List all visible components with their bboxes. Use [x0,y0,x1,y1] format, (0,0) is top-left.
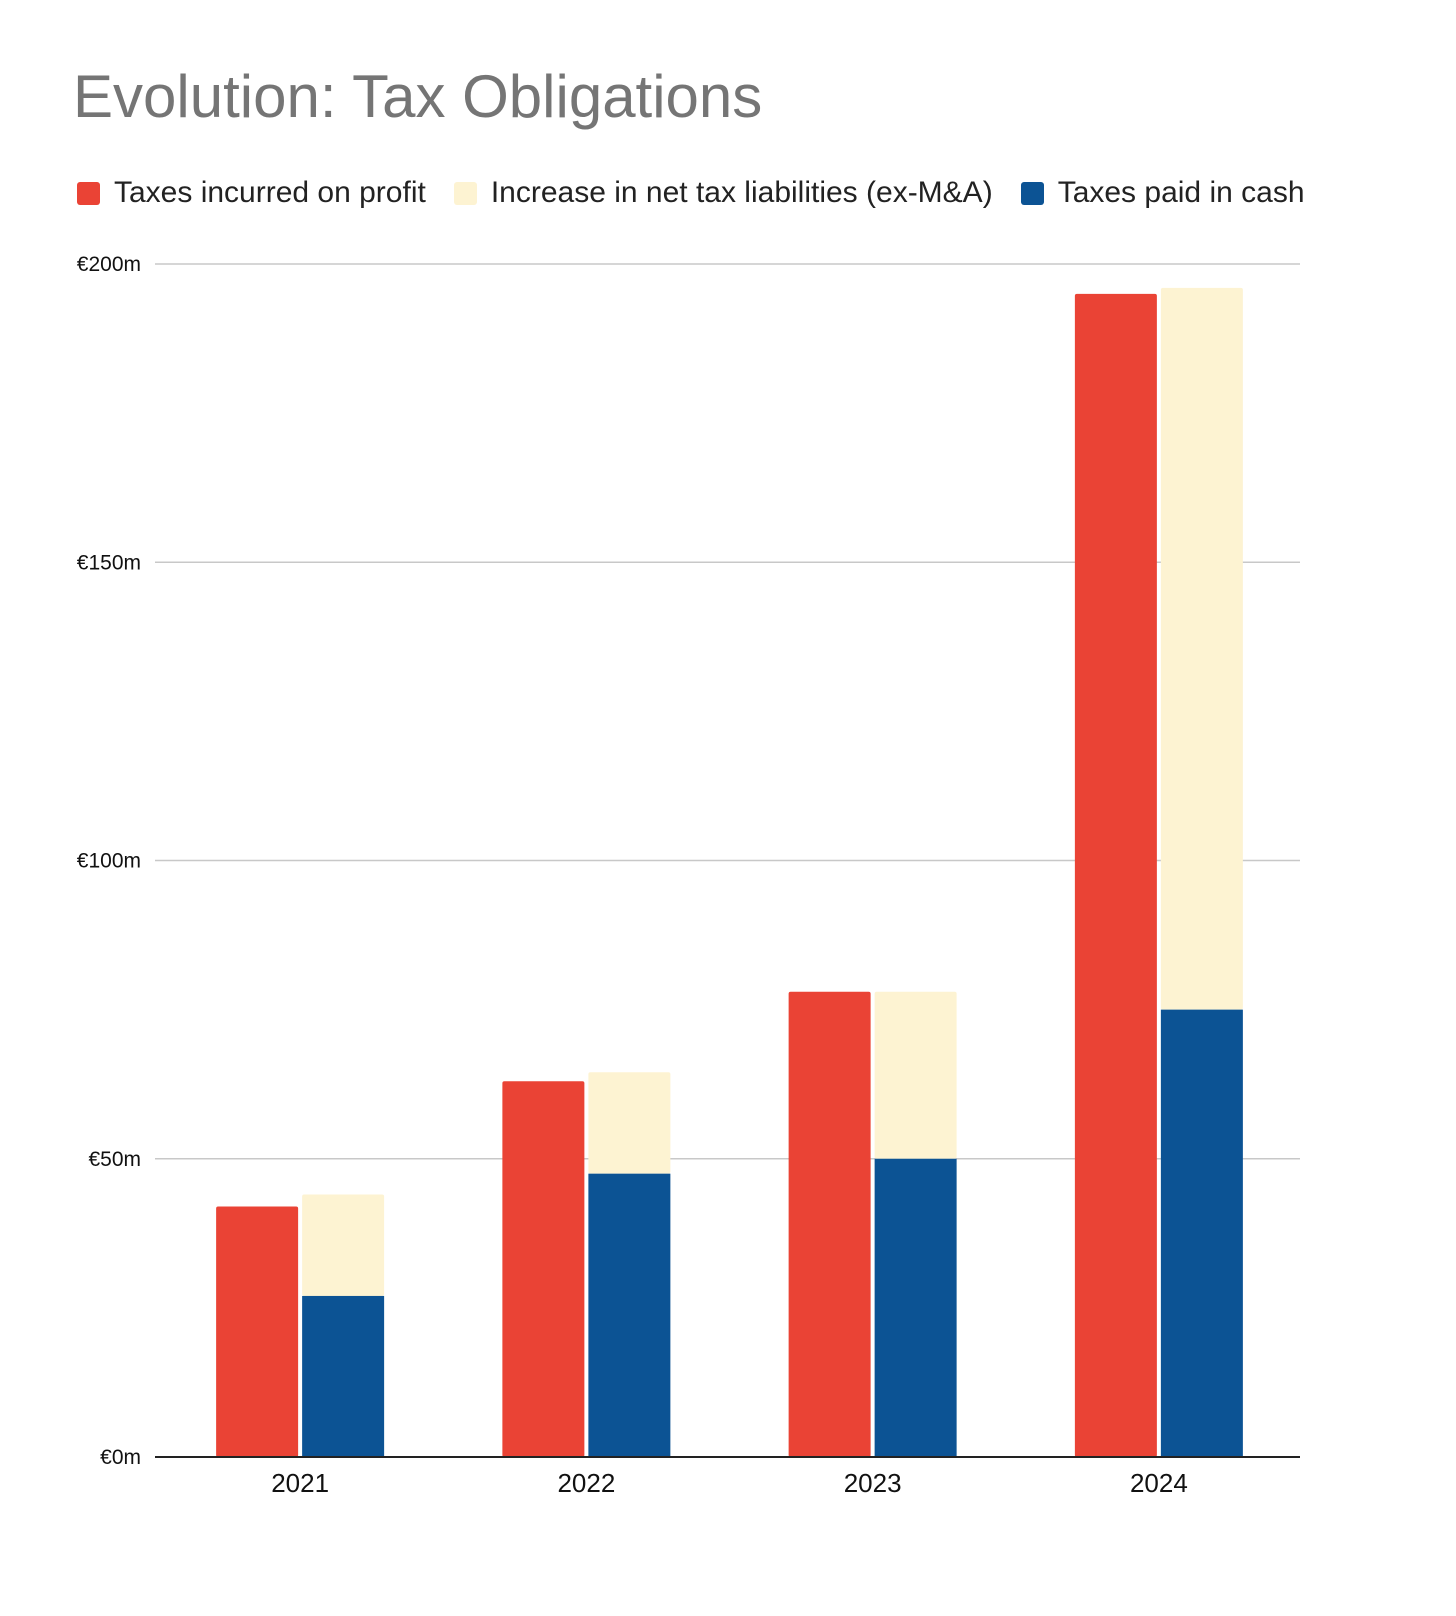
legend-swatch-taxes-incurred [77,181,100,205]
bar-increase-in-net-tax-liabilities-ex-m-a-2021 [302,1194,385,1296]
legend-label-taxes-paid-cash: Taxes paid in cash [1057,176,1305,209]
bar-taxes-paid-in-cash-2024 [1160,1009,1243,1457]
legend-item-net-tax-liabilities: Increase in net tax liabilities (ex-M&A) [453,176,993,210]
y-tick-label: €50m [88,1148,141,1171]
legend-swatch-taxes-paid-cash [1020,181,1044,205]
legend-item-taxes-incurred: Taxes incurred on profit [77,176,426,210]
x-tick-label: 2022 [557,1468,615,1498]
legend-item-taxes-paid-cash: Taxes paid in cash [1020,176,1305,210]
x-tick-label: 2021 [271,1468,329,1498]
bar-taxes-paid-in-cash-2022 [588,1173,671,1457]
bar-taxes-incurred-on-profit-2024 [1074,293,1157,1458]
y-tick-label: €150m [77,551,141,574]
legend-label-taxes-incurred: Taxes incurred on profit [114,176,426,209]
bar-taxes-incurred-on-profit-2021 [216,1206,299,1457]
chart-title: Evolution: Tax Obligations [73,63,763,130]
bar-taxes-incurred-on-profit-2023 [788,991,871,1457]
bar-increase-in-net-tax-liabilities-ex-m-a-2022 [588,1072,671,1174]
legend-label-net-tax-liabilities: Increase in net tax liabilities (ex-M&A) [490,176,993,209]
bar-taxes-paid-in-cash-2021 [302,1295,385,1457]
bar-increase-in-net-tax-liabilities-ex-m-a-2023 [874,991,957,1159]
bar-taxes-incurred-on-profit-2022 [502,1081,585,1457]
x-tick-label: 2024 [1130,1468,1188,1498]
y-tick-label: €100m [77,850,141,873]
legend: Taxes incurred on profit Increase in net… [77,176,1305,210]
legend-swatch-net-tax-liabilities [453,181,477,205]
x-tick-label: 2023 [844,1468,902,1498]
y-tick-label: €0m [100,1446,141,1469]
y-tick-label: €200m [77,253,141,276]
bar-increase-in-net-tax-liabilities-ex-m-a-2024 [1160,287,1243,1010]
bar-taxes-paid-in-cash-2023 [874,1158,957,1457]
